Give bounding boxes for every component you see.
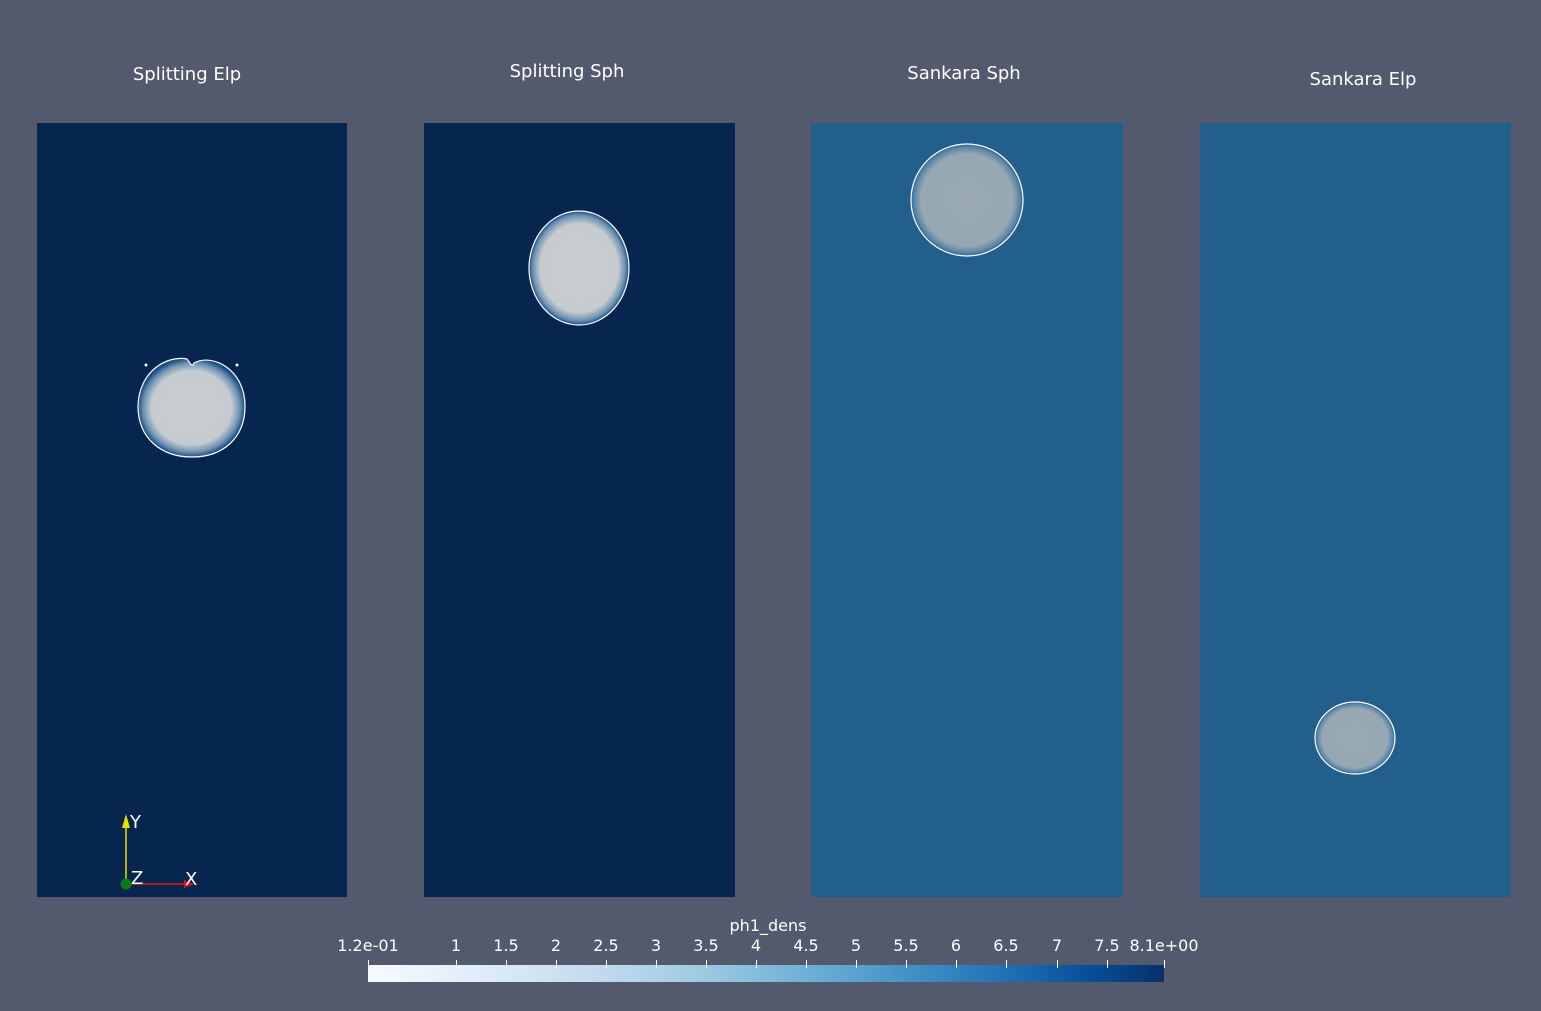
colorbar-tick-label: 3 bbox=[650, 936, 662, 955]
panel-title-splitting-sph: Splitting Sph bbox=[509, 61, 625, 82]
colorbar-tick-mark bbox=[1107, 960, 1108, 968]
colorbar-tick-label: 5.5 bbox=[893, 936, 919, 955]
bubble-render bbox=[1314, 701, 1396, 775]
colorbar-tick-label: 5 bbox=[850, 936, 862, 955]
colorbar-tick-mark bbox=[1006, 960, 1007, 968]
colorbar-tick-mark bbox=[1164, 960, 1165, 968]
colorbar-tick-mark bbox=[506, 960, 507, 968]
colorbar-tick-label: 4.5 bbox=[793, 936, 819, 955]
colorbar-tick-label: 7 bbox=[1051, 936, 1063, 955]
colorbar-tick-label: 6.5 bbox=[993, 936, 1019, 955]
panel-title-sankara-elp: Sankara Elp bbox=[1309, 69, 1417, 90]
axis-z-label: Z bbox=[131, 868, 143, 889]
colorbar-tick-label: 1 bbox=[450, 936, 462, 955]
colorbar-tick-label: 4 bbox=[750, 936, 762, 955]
colorbar-tick-mark bbox=[806, 960, 807, 968]
render-view-sankara-elp[interactable] bbox=[1200, 123, 1511, 897]
axis-y-label: Y bbox=[129, 812, 142, 833]
colorbar-tick-mark bbox=[368, 960, 369, 968]
colorbar-tick-mark bbox=[656, 960, 657, 968]
colorbar-tick-mark bbox=[456, 960, 457, 968]
colorbar-tick-mark bbox=[956, 960, 957, 968]
panel-title-splitting-elp: Splitting Elp bbox=[132, 64, 242, 85]
colorbar-gradient bbox=[368, 965, 1164, 982]
colorbar-tick-mark bbox=[556, 960, 557, 968]
colorbar-tick-mark bbox=[856, 960, 857, 968]
bubble-render bbox=[137, 357, 246, 458]
colorbar-tick-label: 1.5 bbox=[493, 936, 519, 955]
colorbar-tick-mark bbox=[906, 960, 907, 968]
colorbar-tick-label: 6 bbox=[950, 936, 962, 955]
bubble-render bbox=[910, 143, 1024, 257]
render-view-sankara-sph[interactable] bbox=[811, 123, 1123, 897]
colorbar-tick-label: 8.1e+00 bbox=[1129, 936, 1199, 955]
colorbar-tick-mark bbox=[756, 960, 757, 968]
axes-triad-icon: Y Z X bbox=[120, 812, 197, 890]
bubble-render bbox=[528, 210, 630, 326]
colorbar-tick-label: 1.2e-01 bbox=[337, 936, 399, 955]
render-view-splitting-elp[interactable] bbox=[37, 123, 347, 897]
orientation-axes-widget: Y Z X bbox=[110, 808, 210, 902]
render-view-splitting-sph[interactable] bbox=[424, 123, 735, 897]
colorbar-tick-label: 3.5 bbox=[693, 936, 719, 955]
colorbar-tick-mark bbox=[706, 960, 707, 968]
colorbar-tick-label: 7.5 bbox=[1094, 936, 1120, 955]
colorbar-tick-mark bbox=[606, 960, 607, 968]
colorbar-tick-label: 2 bbox=[550, 936, 562, 955]
colorbar-tick-label: 2.5 bbox=[593, 936, 619, 955]
axis-x-label: X bbox=[185, 869, 197, 890]
panel-title-sankara-sph: Sankara Sph bbox=[907, 63, 1021, 84]
colorbar-tick-mark bbox=[1057, 960, 1058, 968]
colorbar-title: ph1_dens bbox=[729, 916, 807, 935]
